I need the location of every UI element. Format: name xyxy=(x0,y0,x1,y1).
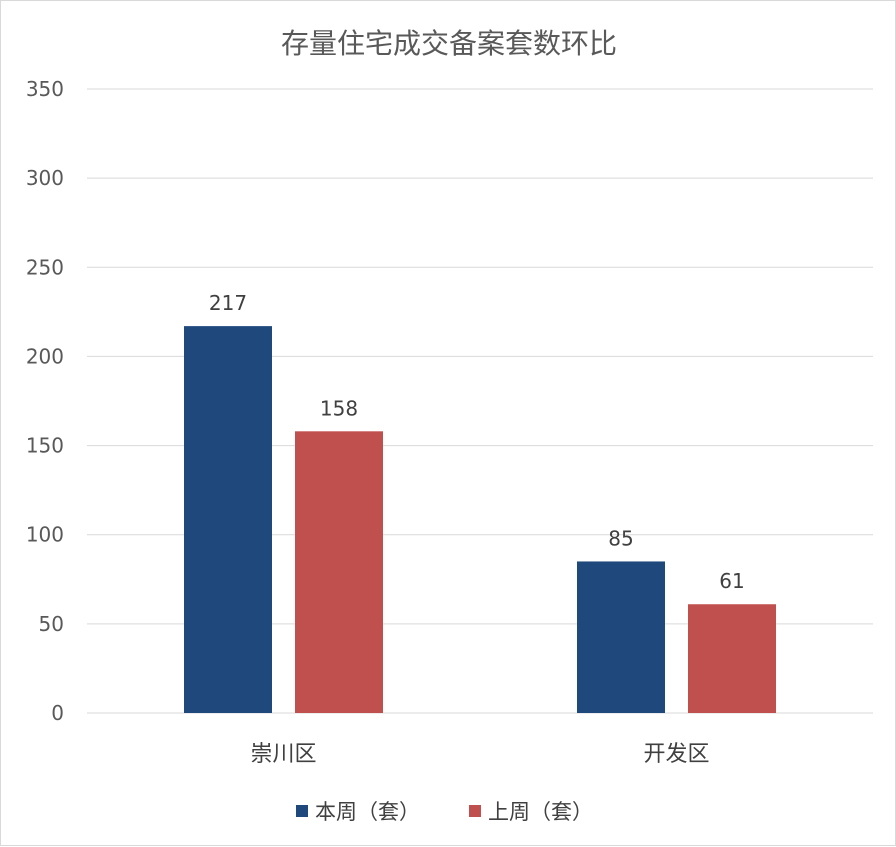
data-label: 217 xyxy=(209,291,247,315)
bars xyxy=(184,326,776,713)
y-tick-label: 250 xyxy=(26,255,64,279)
legend-swatch xyxy=(469,805,481,817)
legend-label: 上周（套） xyxy=(488,800,593,824)
y-tick-label: 100 xyxy=(26,523,64,547)
bar xyxy=(295,431,383,713)
y-tick-label: 200 xyxy=(26,344,64,368)
x-axis-category-labels: 崇川区 开发区 xyxy=(250,742,709,767)
y-tick-label: 0 xyxy=(51,701,64,725)
y-axis-tick-labels: 0 50 100 150 200 250 300 350 xyxy=(26,77,64,725)
bar xyxy=(688,604,776,713)
data-labels: 217 158 85 61 xyxy=(209,291,745,593)
legend-swatch xyxy=(296,805,308,817)
bar xyxy=(184,326,272,713)
y-tick-label: 300 xyxy=(26,166,64,190)
category-label: 崇川区 xyxy=(250,742,316,767)
y-tick-label: 50 xyxy=(39,612,64,636)
data-label: 158 xyxy=(320,396,358,420)
legend: 本周（套） 上周（套） xyxy=(296,800,593,824)
y-tick-label: 350 xyxy=(26,77,64,101)
chart-title: 存量住宅成交备案套数环比 xyxy=(281,27,617,60)
legend-label: 本周（套） xyxy=(315,800,420,824)
data-label: 85 xyxy=(608,526,633,550)
data-label: 61 xyxy=(719,569,744,593)
bar xyxy=(577,561,665,713)
y-tick-label: 150 xyxy=(26,434,64,458)
category-label: 开发区 xyxy=(643,742,709,767)
